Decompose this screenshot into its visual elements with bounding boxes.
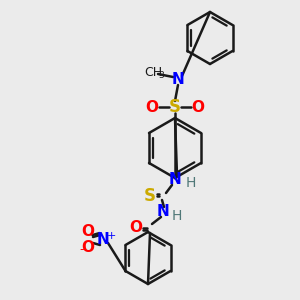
Text: S: S xyxy=(169,98,181,116)
Text: O: O xyxy=(191,100,205,115)
Text: O: O xyxy=(130,220,142,236)
Text: N: N xyxy=(169,172,182,188)
Text: S: S xyxy=(144,187,156,205)
Text: 3: 3 xyxy=(158,70,164,80)
Text: CH: CH xyxy=(144,65,162,79)
Text: N: N xyxy=(157,205,169,220)
Text: N: N xyxy=(97,232,110,247)
Text: N: N xyxy=(172,73,184,88)
Text: +: + xyxy=(106,231,116,241)
Text: -: - xyxy=(80,244,84,256)
Text: O: O xyxy=(146,100,158,115)
Text: O: O xyxy=(82,241,94,256)
Text: H: H xyxy=(186,176,196,190)
Text: H: H xyxy=(172,209,182,223)
Text: O: O xyxy=(82,224,94,239)
